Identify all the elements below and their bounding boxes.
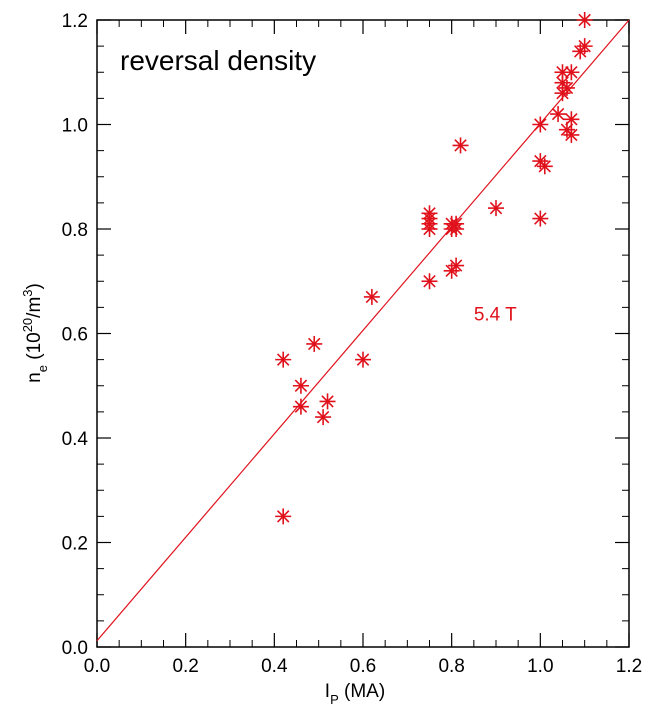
data-point: [452, 137, 469, 154]
data-point: [292, 398, 309, 415]
y-tick-label: 1.2: [62, 11, 88, 32]
plot-frame: [96, 19, 630, 648]
data-point: [275, 508, 292, 525]
x-axis-label: IP (MA): [325, 681, 385, 707]
data-point: [292, 377, 309, 394]
y-axis-label: ne (1020/m3): [20, 283, 50, 383]
data-point: [563, 64, 580, 81]
x-tick-label: 0.2: [172, 656, 198, 677]
data-point: [448, 221, 465, 237]
y-tick-label: 0.0: [62, 638, 88, 659]
data-point: [563, 111, 580, 128]
data-point: [275, 351, 292, 368]
y-label-sub: e: [35, 365, 50, 372]
data-point: [554, 74, 571, 91]
fit-line: [96, 19, 630, 642]
y-label-sup2: 3: [20, 289, 35, 296]
y-label-main: n: [24, 372, 45, 383]
x-tick-label: 1.0: [527, 656, 553, 677]
x-label-main: I: [325, 681, 330, 702]
x-tick-label: 0.4: [261, 656, 288, 677]
y-tick-label: 0.4: [62, 429, 89, 450]
data-point: [563, 126, 580, 143]
x-label-sub: P: [330, 692, 339, 707]
y-label-mid: /m: [24, 297, 45, 318]
data-point: [355, 351, 371, 368]
data-point: [576, 12, 593, 28]
data-point: [363, 288, 380, 305]
x-tick-label: 1.2: [616, 656, 642, 677]
x-tick-label: 0.6: [350, 656, 376, 677]
data-point: [536, 158, 553, 175]
data-points: [275, 12, 593, 525]
x-tick-label: 0.8: [438, 656, 464, 677]
data-point: [315, 409, 332, 426]
axis-ticks: 0.0 0.2 0.4 0.6 0.8 1.0 1.2 0.0 0.2 0.4 0.6 0.8 1.0 1…: [62, 11, 643, 677]
y-label-pre: (10: [24, 332, 45, 365]
data-point: [306, 335, 323, 352]
fit-line-layer: [96, 19, 630, 642]
y-label-post: ): [24, 283, 45, 289]
annotation-label: 5.4 T: [474, 304, 517, 325]
x-tick-label: 0.0: [84, 656, 110, 677]
data-point: [421, 205, 438, 222]
data-point: [448, 257, 465, 274]
data-point: [532, 116, 549, 133]
data-point: [532, 210, 549, 227]
chart-title: reversal density: [120, 45, 316, 76]
data-point: [421, 273, 438, 290]
y-tick-label: 0.6: [62, 325, 88, 346]
data-point: [488, 200, 504, 217]
plot-area: 0.0 0.2 0.4 0.6 0.8 1.0 1.2 0.0 0.2 0.4 0.6 0.8 1.0 1…: [62, 11, 643, 677]
y-tick-label: 1.0: [62, 116, 88, 137]
data-point: [319, 393, 336, 410]
y-tick-label: 0.2: [62, 534, 88, 555]
x-label-rest: (MA): [339, 681, 385, 702]
data-point: [576, 38, 593, 55]
y-tick-label: 0.8: [62, 220, 88, 241]
data-point: [550, 106, 567, 123]
y-label-sup1: 20: [20, 318, 35, 332]
